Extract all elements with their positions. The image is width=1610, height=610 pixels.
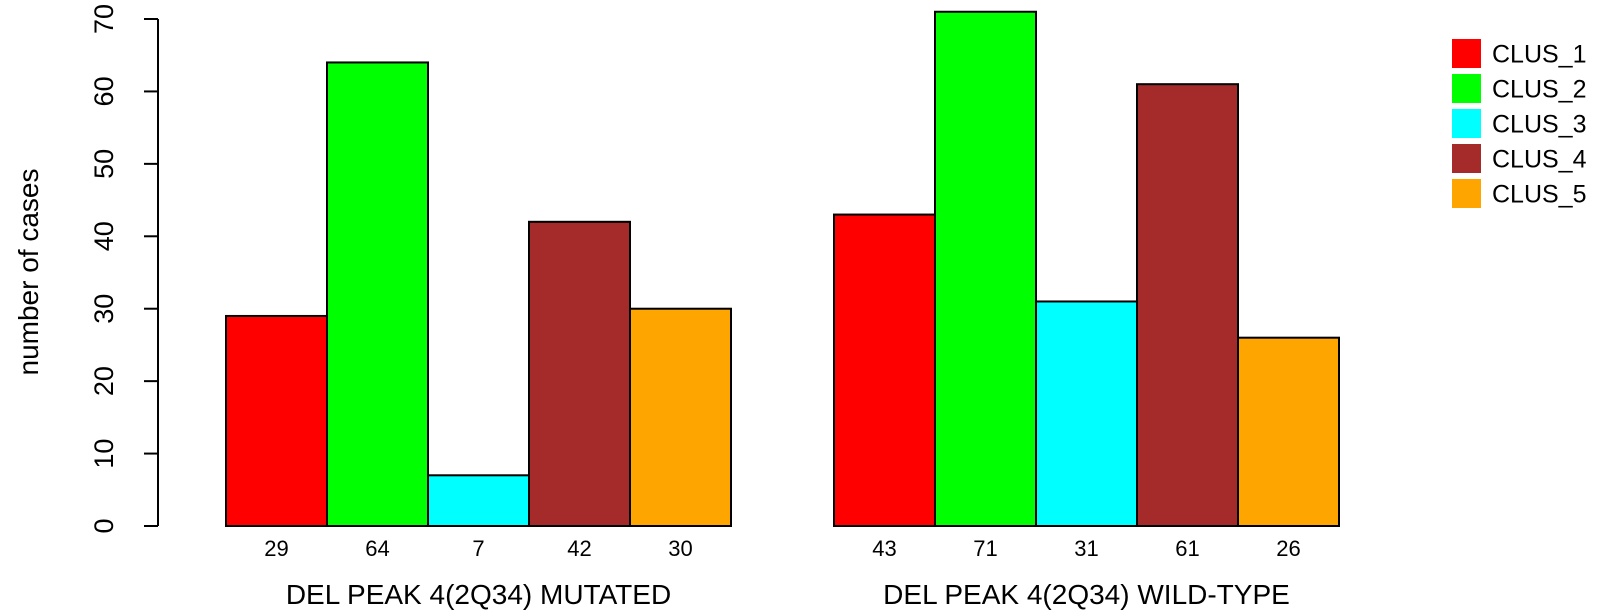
group-label-2: DEL PEAK 4(2Q34) WILD-TYPE <box>883 579 1290 610</box>
legend-label-clus-4: CLUS_4 <box>1492 146 1587 174</box>
bar-1-clus-4 <box>528 220 631 528</box>
legend-swatch-clus-5 <box>1452 179 1481 208</box>
count-label: 42 <box>567 536 591 561</box>
legend-swatch-clus-1 <box>1452 39 1481 68</box>
legend-swatch-clus-3 <box>1452 109 1481 138</box>
count-label: 71 <box>973 536 997 561</box>
y-tick-label: 20 <box>89 366 119 396</box>
group-label-1: DEL PEAK 4(2Q34) MUTATED <box>286 579 671 610</box>
group-labels: DEL PEAK 4(2Q34) MUTATED DEL PEAK 4(2Q34)… <box>286 579 1290 610</box>
count-label: 26 <box>1276 536 1300 561</box>
y-tick-label: 40 <box>89 221 119 251</box>
bar-2-clus-5 <box>1237 336 1340 527</box>
y-axis-label: number of cases <box>13 169 44 376</box>
count-label: 7 <box>472 536 484 561</box>
bars-layer <box>225 10 1340 528</box>
count-label: 31 <box>1074 536 1098 561</box>
legend-label-clus-1: CLUS_1 <box>1492 41 1587 69</box>
y-tick-label: 30 <box>89 294 119 324</box>
y-tick-label: 70 <box>89 4 119 34</box>
bar-1-clus-1 <box>225 314 328 528</box>
bar-2-clus-4 <box>1136 83 1239 528</box>
legend-swatch-clus-4 <box>1452 144 1481 173</box>
legend: CLUS_1 CLUS_2 CLUS_3 CLUS_4 CLUS_5 <box>1452 39 1587 209</box>
bar-1-clus-2 <box>326 61 429 527</box>
bar-count-labels: 29 64 7 42 30 43 71 31 61 26 <box>264 536 1300 561</box>
legend-label-clus-5: CLUS_5 <box>1492 181 1587 209</box>
bar-2-clus-1 <box>833 213 936 528</box>
bar-2-clus-3 <box>1035 300 1138 527</box>
count-label: 30 <box>668 536 692 561</box>
bar-1-clus-3 <box>427 474 530 527</box>
legend-swatch-clus-2 <box>1452 74 1481 103</box>
y-tick-label: 0 <box>89 518 119 533</box>
bar-2-clus-2 <box>934 10 1037 528</box>
legend-label-clus-2: CLUS_2 <box>1492 76 1587 104</box>
y-tick-label: 60 <box>89 76 119 106</box>
count-label: 64 <box>365 536 389 561</box>
count-label: 43 <box>872 536 896 561</box>
y-tick-label: 10 <box>89 439 119 469</box>
count-label: 29 <box>264 536 288 561</box>
y-tick-label: 50 <box>89 149 119 179</box>
bar-1-clus-5 <box>629 307 732 528</box>
y-axis: 0 10 20 30 40 50 60 70 <box>89 4 159 534</box>
count-label: 61 <box>1175 536 1199 561</box>
legend-label-clus-3: CLUS_3 <box>1492 111 1587 139</box>
